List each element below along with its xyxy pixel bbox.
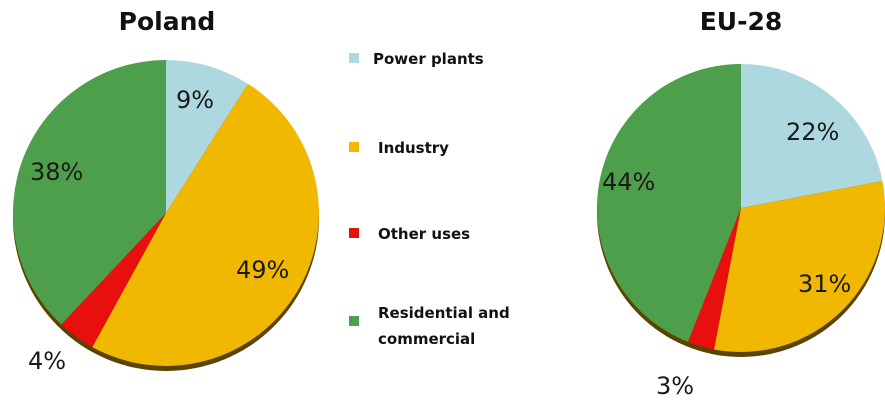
pie-slice-eu28-residential bbox=[596, 63, 741, 342]
pie-slice-poland-power-plants bbox=[166, 60, 248, 213]
legend-swatch-residential bbox=[349, 316, 359, 326]
slice-label-eu28-power-plants: 22% bbox=[786, 118, 839, 146]
pie-slice-eu28-other-uses bbox=[687, 208, 741, 350]
legend-label-industry: Industry bbox=[378, 139, 449, 157]
pie-slice-poland-residential bbox=[12, 60, 166, 325]
slice-label-poland-residential: 38% bbox=[30, 158, 83, 186]
pie-slice-poland-industry bbox=[92, 83, 319, 366]
pie-slices-poland bbox=[12, 60, 319, 366]
pie-slice-poland-other-uses bbox=[61, 213, 167, 348]
slice-label-eu28-other-uses: 3% bbox=[656, 372, 694, 400]
pie-title-eu28: EU-28 bbox=[700, 7, 783, 36]
pie-poland: Poland 9% 49% 4% 38% bbox=[12, 7, 319, 375]
pie-slices-eu28 bbox=[596, 63, 885, 352]
pie-slice-eu28-industry bbox=[714, 181, 885, 352]
legend-item-residential: Residential and commercial bbox=[349, 304, 510, 348]
legend-label-other-uses: Other uses bbox=[378, 225, 470, 243]
pie-eu28: EU-28 22% 31% 3% 44% bbox=[596, 7, 885, 400]
legend-item-power-plants: Power plants bbox=[349, 50, 484, 68]
pie-title-poland: Poland bbox=[119, 7, 216, 36]
legend-label-power-plants: Power plants bbox=[373, 50, 484, 68]
slice-label-poland-other-uses: 4% bbox=[28, 347, 66, 375]
slice-label-eu28-residential: 44% bbox=[602, 168, 655, 196]
legend-label-residential-line2: commercial bbox=[378, 330, 475, 348]
legend-swatch-power-plants bbox=[349, 53, 359, 63]
pie-slice-eu28-power-plants bbox=[741, 64, 883, 208]
legend-swatch-industry bbox=[349, 142, 359, 152]
legend-label-residential-line1: Residential and bbox=[378, 304, 510, 322]
legend-item-other-uses: Other uses bbox=[349, 225, 470, 243]
slice-label-eu28-industry: 31% bbox=[798, 270, 851, 298]
slice-label-poland-power-plants: 9% bbox=[176, 86, 214, 114]
slice-label-poland-industry: 49% bbox=[236, 256, 289, 284]
legend-item-industry: Industry bbox=[349, 139, 449, 157]
legend-swatch-other-uses bbox=[349, 228, 359, 238]
legend: Power plants Industry Other uses Residen… bbox=[349, 50, 510, 348]
